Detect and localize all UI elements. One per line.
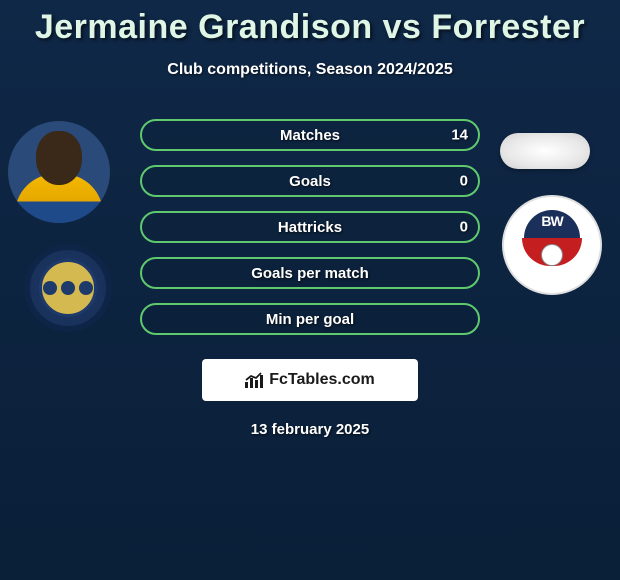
crest-lion-icon [43,281,57,295]
stat-row-min-per-goal: Min per goal [140,303,480,335]
crest-ball-icon [541,244,563,266]
crest-lion-icon [61,281,75,295]
player-left-avatar [8,121,110,223]
stat-label: Hattricks [278,219,342,236]
club-left-crest [39,259,97,317]
stat-label: Min per goal [266,311,354,328]
stat-label: Goals per match [251,265,369,282]
stats-area: BW Matches 14 Goals 0 Hattricks 0 Goals … [0,119,620,335]
branding-text: FcTables.com [269,371,375,389]
stat-rows: Matches 14 Goals 0 Hattricks 0 Goals per… [140,119,480,335]
stat-value: 0 [460,219,468,236]
chart-icon [245,372,263,388]
stat-value: 14 [451,127,468,144]
date-label: 13 february 2025 [0,421,620,438]
stat-row-goals-per-match: Goals per match [140,257,480,289]
stat-label: Goals [289,173,331,190]
club-right-crest: BW [517,210,587,280]
stat-label: Matches [280,127,340,144]
crest-initials: BW [524,213,580,229]
club-right-badge: BW [502,195,602,295]
stat-value: 0 [460,173,468,190]
subtitle: Club competitions, Season 2024/2025 [0,61,620,79]
club-left-badge [24,244,112,332]
player-right-avatar [500,133,590,169]
stat-row-matches: Matches 14 [140,119,480,151]
branding-badge[interactable]: FcTables.com [202,359,418,401]
stat-row-goals: Goals 0 [140,165,480,197]
stat-row-hattricks: Hattricks 0 [140,211,480,243]
avatar-head [36,131,82,185]
page-title: Jermaine Grandison vs Forrester [0,0,620,47]
crest-lion-icon [79,281,93,295]
